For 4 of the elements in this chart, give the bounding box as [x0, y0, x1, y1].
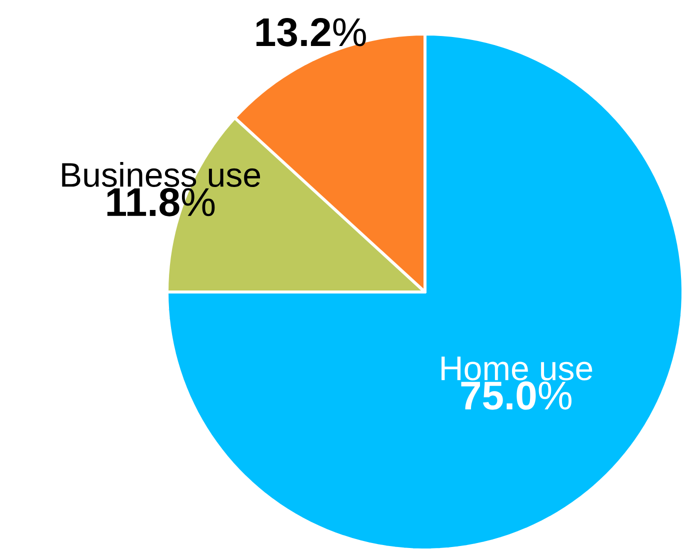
slice-label: Business use	[62, 162, 260, 187]
data-label: 13.2%	[256, 18, 366, 46]
data-label: 75.0%	[461, 381, 572, 410]
slice-label: Home use	[442, 356, 592, 380]
